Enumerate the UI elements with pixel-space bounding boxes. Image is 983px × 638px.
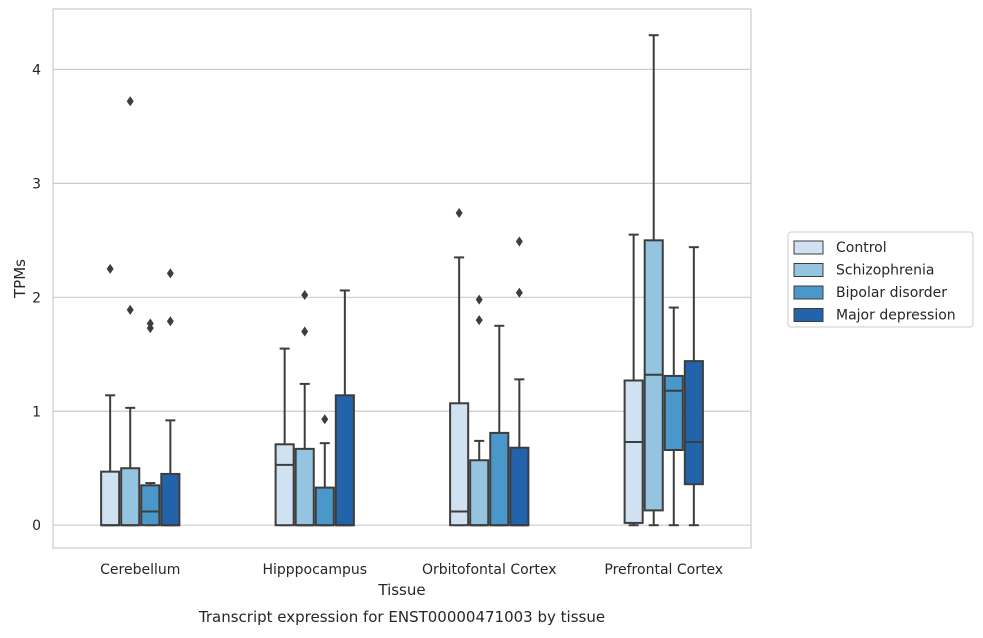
box-group (509, 236, 530, 527)
outlier-point (515, 287, 523, 298)
box-rect (683, 360, 704, 486)
box-group (623, 233, 644, 527)
box-group (643, 34, 664, 527)
legend-item: Bipolar disorder (793, 285, 947, 301)
box-rect (294, 447, 315, 527)
y-axis-label: TPMs (11, 259, 29, 299)
y-tick-label: 3 (32, 176, 41, 192)
outlier-point (301, 326, 309, 337)
plot-frame (52, 8, 752, 549)
x-tick-label: Prefrontal Cortex (604, 562, 723, 578)
box-rect (623, 379, 644, 524)
chart-caption: Transcript expression for ENST0000047100… (198, 608, 605, 626)
legend-swatch (793, 240, 824, 255)
box-group (449, 207, 470, 527)
box-rect (663, 374, 684, 452)
x-tick-label: Hipppocampus (262, 562, 367, 578)
box-rect (469, 459, 490, 527)
x-axis-label: Tissue (377, 581, 425, 599)
box-rect (100, 470, 121, 527)
legend-label: Schizophrenia (836, 263, 934, 279)
outlier-point (475, 315, 483, 326)
y-tick-labels: 0 1 2 3 4 (32, 62, 41, 534)
legend-swatch (793, 308, 824, 322)
outlier-point (475, 294, 483, 305)
box-rect (140, 484, 161, 527)
legend: Control Schizophrenia Bipolar disorder Majo… (787, 231, 974, 328)
box-group (469, 294, 490, 527)
box-rect (160, 472, 181, 527)
legend-label: Control (836, 240, 887, 256)
x-tick-label: Orbitofontal Cortex (422, 562, 557, 578)
outlier-point (146, 318, 154, 329)
box-rect (334, 394, 355, 527)
box-group (489, 324, 510, 527)
y-tick-label: 1 (32, 404, 41, 420)
outlier-point (126, 96, 134, 107)
outlier-point (455, 207, 463, 218)
box-rect (509, 446, 530, 527)
box-rect (274, 443, 295, 527)
legend-frame (787, 231, 974, 328)
outlier-point (126, 304, 134, 315)
legend-swatch (793, 285, 824, 300)
box-group (314, 414, 335, 527)
outlier-point (166, 268, 174, 279)
box-group (274, 347, 295, 527)
box-group (100, 263, 121, 527)
box-group (663, 306, 684, 527)
box-group (120, 96, 141, 527)
outlier-point (301, 290, 309, 301)
box-group (140, 318, 161, 527)
box-rect (314, 486, 335, 527)
legend-item: Major depression (793, 308, 956, 324)
boxes (100, 34, 704, 527)
y-tick-label: 4 (32, 62, 41, 78)
box-group (683, 246, 704, 527)
y-tick-label: 0 (32, 518, 41, 534)
box-rect (489, 431, 510, 527)
box-rect (120, 467, 141, 527)
x-tick-label: Cerebellum (100, 562, 180, 578)
y-tick-label: 2 (32, 290, 41, 306)
outlier-point (321, 414, 329, 425)
box-rect (449, 402, 470, 527)
legend-item: Control (793, 240, 887, 256)
outlier-point (106, 263, 114, 274)
box-group (294, 290, 315, 527)
outlier-point (166, 316, 174, 327)
legend-label: Bipolar disorder (836, 285, 947, 301)
legend-item: Schizophrenia (793, 263, 934, 279)
outlier-point (515, 236, 523, 247)
x-tick-labels: Cerebellum Hipppocampus Orbitofontal Corte… (100, 562, 723, 578)
legend-label: Major depression (836, 308, 956, 324)
box-group (160, 268, 181, 527)
legend-swatch (793, 263, 824, 277)
box-group (334, 289, 355, 527)
